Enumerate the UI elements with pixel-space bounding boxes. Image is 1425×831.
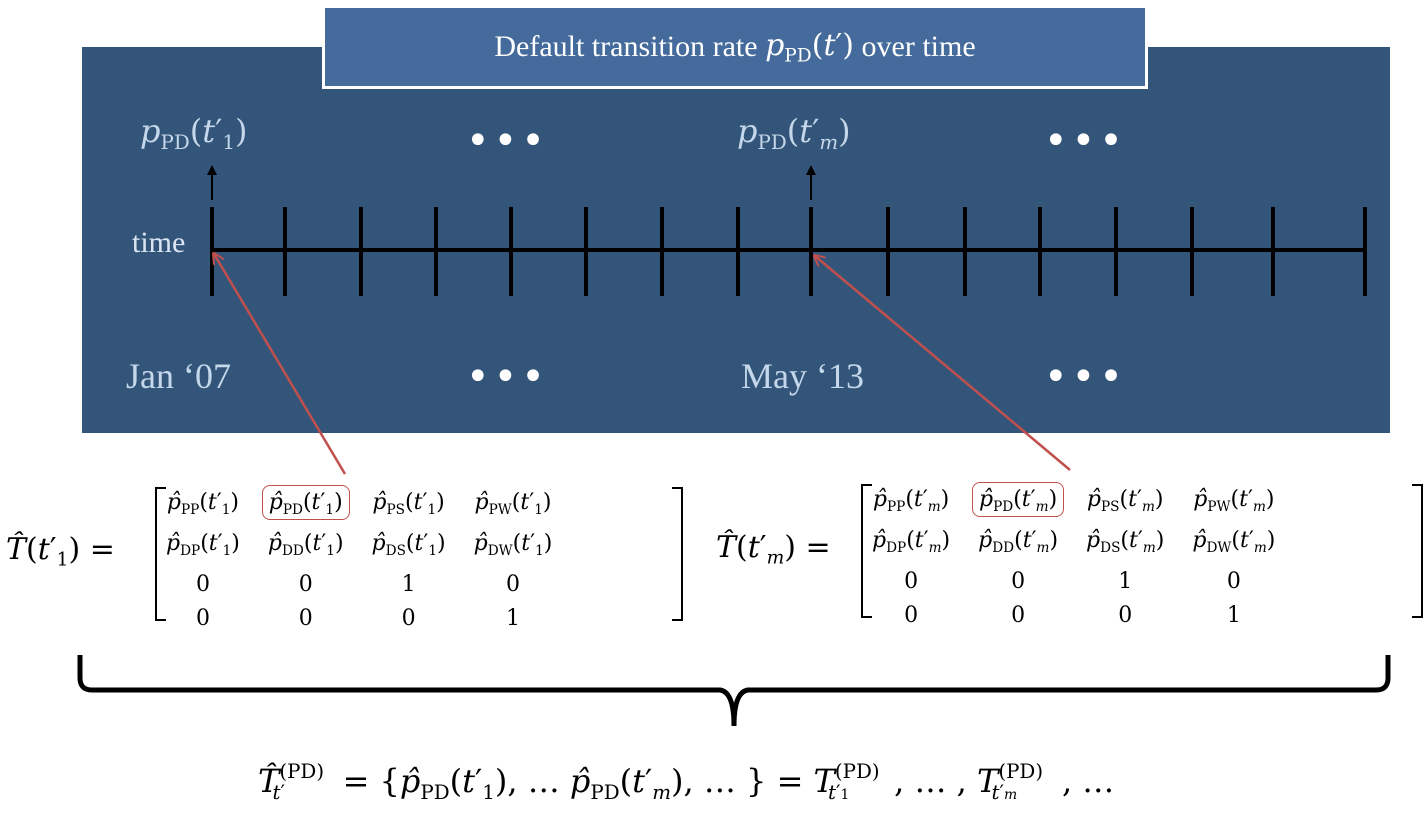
date-label-first: Jan ‘07 [126,356,231,396]
m1-cell-r3c3: 1 [401,571,416,597]
title-prefix: Default transition rate [494,30,758,63]
m1-highlight-box: p̂PD(t′1) [261,485,350,520]
m1-cell-r3c4: 0 [505,571,520,597]
m2-cell-ps: p̂PS(t′m) [1086,487,1164,515]
matrix2-grid: p̂PP(t′m) p̂PD(t′m) p̂PS(t′m) p̂PW(t′m) … [872,482,1276,632]
red-arrow-first [214,254,347,475]
m1-cell-pd: p̂PD(t′1) [261,485,350,526]
m1-cell-pp: p̂PP(t′1) [166,490,240,518]
m2-cell-r3c4: 0 [1226,568,1241,594]
m1-cell-r3c1: 0 [195,571,210,597]
title-suffix: over time [861,30,976,63]
ellipsis-bottom-2: ••• [1044,354,1127,400]
m1-cell-dd: p̂DD(t′1) [267,530,344,559]
m1-cell-ps: p̂PS(t′1) [372,490,445,518]
red-arrow-second [815,256,1071,471]
m2-cell-r4c4: 1 [1226,602,1241,628]
under-brace [77,655,1391,727]
label-p-pd-t1: pPD(t′1) [140,112,248,154]
m2-cell-r3c3: 1 [1118,568,1133,594]
matrix1-lhs: T̂(t′1) = [6,532,115,571]
matrix2-left-bracket [861,484,872,618]
bottom-equation: T̂(PD)t′ = {p̂PD(t′1), … p̂PD(t′m), … } =… [258,760,1115,804]
ellipsis-top-1: ••• [466,118,549,164]
m2-cell-r4c1: 0 [904,602,919,628]
label-p-pd-tm: pPD(t′m) [737,112,851,154]
title-math: pPD(t′) [765,27,855,67]
ellipsis-bottom-1: ••• [466,354,549,400]
m2-cell-ds: p̂DS(t′m) [1086,527,1165,556]
ellipsis-top-2: ••• [1044,118,1127,164]
m1-cell-pw: p̂PW(t′1) [474,490,552,518]
m2-cell-r3c1: 0 [904,568,919,594]
matrix1-left-bracket [155,487,166,621]
m1-cell-r4c4: 1 [505,605,520,631]
m2-highlight-box: p̂PD(t′m) [972,482,1065,517]
m1-cell-r4c2: 0 [298,605,313,631]
matrix1-grid: p̂PP(t′1) p̂PD(t′1) p̂PS(t′1) p̂PW(t′1) … [166,485,553,635]
axis-label-time: time [132,226,186,259]
m1-cell-r3c2: 0 [298,571,313,597]
m1-cell-r4c1: 0 [195,605,210,631]
m2-cell-pp: p̂PP(t′m) [872,487,950,515]
matrix2-right-bracket [1412,484,1423,618]
matrix2-lhs: T̂(t′m) = [716,530,831,569]
m2-cell-r4c3: 0 [1118,602,1133,628]
title-box: Default transition rate pPD(t′) over tim… [322,5,1148,89]
m2-cell-pw: p̂PW(t′m) [1193,487,1275,515]
m1-cell-ds: p̂DS(t′1) [371,530,446,559]
matrix1-right-bracket [672,487,683,621]
m2-cell-dd: p̂DD(t′m) [978,527,1059,556]
m2-cell-dw: p̂DW(t′m) [1192,527,1276,556]
m2-cell-r3c2: 0 [1011,568,1026,594]
date-label-second: May ‘13 [741,356,864,396]
m1-cell-dp: p̂DP(t′1) [166,530,240,559]
m2-cell-r4c2: 0 [1011,602,1026,628]
timeline-ticks [210,207,1367,296]
m1-cell-dw: p̂DW(t′1) [473,530,553,559]
m1-cell-r4c3: 0 [401,605,416,631]
m2-cell-dp: p̂DP(t′m) [872,527,951,556]
m2-cell-pd: p̂PD(t′m) [972,482,1065,523]
